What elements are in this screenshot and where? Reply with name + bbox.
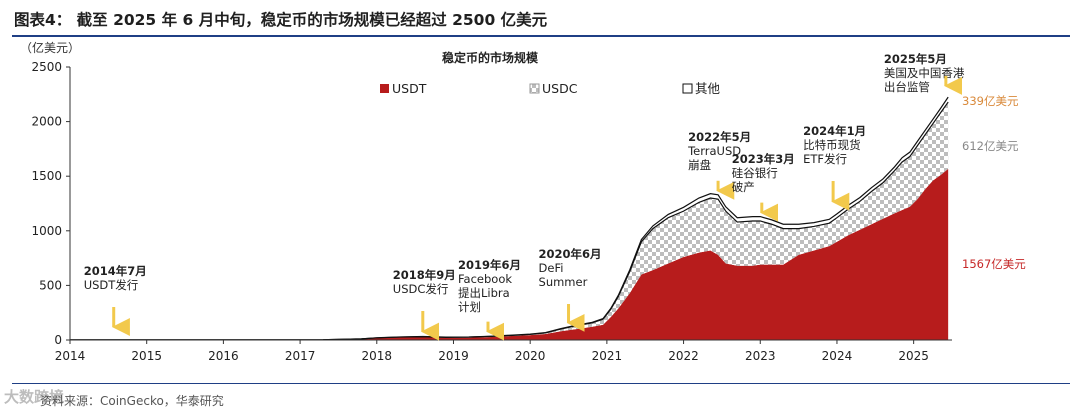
chart-title: 稳定币的市场规模 bbox=[442, 50, 539, 65]
legend-swatch bbox=[529, 83, 540, 94]
event-text: USDT发行 bbox=[84, 278, 139, 292]
x-tick-label: 2022 bbox=[668, 349, 699, 363]
legend-label: USDC bbox=[542, 81, 578, 96]
x-tick-label: 2019 bbox=[438, 349, 469, 363]
end-value-label: 612亿美元 bbox=[962, 139, 1019, 153]
x-tick-label: 2015 bbox=[131, 349, 162, 363]
x-tick-label: 2023 bbox=[745, 349, 776, 363]
source-note: 资料来源：CoinGecko，华泰研究 bbox=[40, 394, 224, 408]
x-tick-label: 2024 bbox=[822, 349, 853, 363]
legend: USDT USDC 其他 bbox=[380, 81, 721, 96]
x-tick-label: 2020 bbox=[515, 349, 546, 363]
y-tick-label: 1000 bbox=[31, 224, 62, 238]
event-text: 崩盘 bbox=[688, 158, 711, 172]
event-text: 计划 bbox=[458, 300, 481, 314]
y-axis-label: （亿美元） bbox=[20, 40, 80, 55]
event-text: 硅谷银行 bbox=[732, 166, 778, 180]
y-tick-label: 1500 bbox=[31, 169, 62, 183]
figure-title: 图表4： 截至 2025 年 6 月中旬，稳定币的市场规模已经超过 2500 亿… bbox=[14, 11, 548, 29]
event-date: 2020年6月 bbox=[539, 247, 602, 261]
x-tick-label: 2025 bbox=[898, 349, 929, 363]
event-date: 2023年3月 bbox=[732, 152, 795, 166]
x-tick-label: 2014 bbox=[55, 349, 86, 363]
event-date: 2024年1月 bbox=[803, 124, 866, 138]
event-text: 比特币现货 bbox=[803, 138, 861, 152]
legend-swatch bbox=[380, 84, 389, 93]
x-tick-label: 2021 bbox=[592, 349, 623, 363]
event-date: 2019年6月 bbox=[458, 258, 521, 272]
event-date: 2025年5月 bbox=[884, 52, 947, 66]
event-text: 出台监管 bbox=[884, 80, 930, 94]
end-value-label: 1567亿美元 bbox=[962, 257, 1026, 271]
legend-label: 其他 bbox=[695, 81, 721, 96]
axes: 0 500 1000 1500 2000 2500 2014 2015 2016 2017 2018… bbox=[31, 60, 952, 363]
end-value-label: 339亿美元 bbox=[962, 94, 1019, 108]
source-divider bbox=[12, 383, 1070, 384]
event-date: 2022年5月 bbox=[688, 130, 751, 144]
event-date: 2018年9月 bbox=[393, 268, 456, 282]
y-tick-label: 500 bbox=[39, 278, 62, 292]
legend-label: USDT bbox=[392, 81, 427, 96]
y-tick-label: 2000 bbox=[31, 115, 62, 129]
event-text: 破产 bbox=[732, 180, 755, 194]
event-text: Facebook bbox=[458, 272, 512, 286]
event-text: DeFi bbox=[539, 261, 564, 275]
event-text: TerraUSD bbox=[687, 144, 741, 158]
series-area-usdt bbox=[70, 168, 949, 340]
title-divider bbox=[12, 35, 1070, 37]
legend-swatch bbox=[682, 83, 693, 94]
event-text: ETF发行 bbox=[803, 152, 847, 166]
watermark: 大数跨境 bbox=[4, 388, 65, 406]
x-tick-label: 2018 bbox=[362, 349, 393, 363]
event-text: 美国及中国香港 bbox=[884, 66, 965, 80]
y-tick-label: 2500 bbox=[31, 60, 62, 74]
x-tick-label: 2016 bbox=[208, 349, 239, 363]
x-tick-label: 2017 bbox=[285, 349, 316, 363]
y-tick-label: 0 bbox=[54, 333, 62, 347]
event-text: 提出Libra bbox=[458, 286, 510, 300]
event-text: USDC发行 bbox=[393, 282, 449, 296]
event-text: Summer bbox=[539, 275, 588, 289]
event-date: 2014年7月 bbox=[84, 264, 147, 278]
annotations: 339亿美元612亿美元1567亿美元2014年7月USDT发行2018年9月U… bbox=[84, 52, 1026, 341]
